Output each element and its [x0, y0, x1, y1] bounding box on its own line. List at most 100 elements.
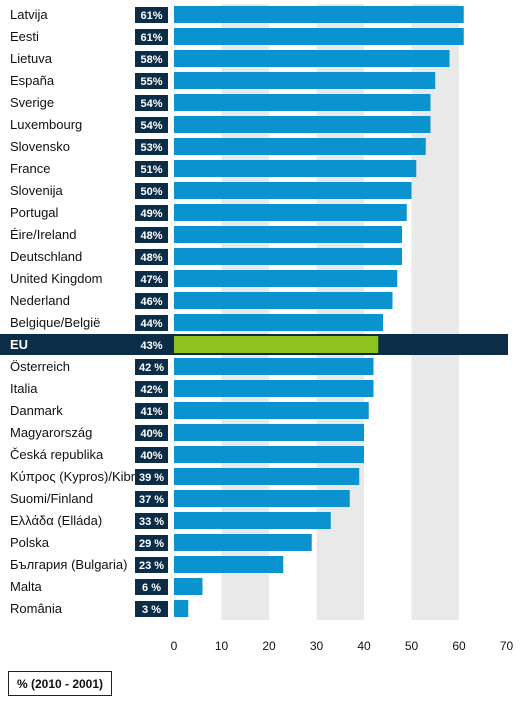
- value-label: 51%: [140, 164, 162, 176]
- value-label: 53%: [140, 142, 162, 154]
- value-label: 23 %: [139, 560, 164, 572]
- bar: [174, 270, 398, 287]
- bar-row: Lietuva 58%: [10, 50, 450, 67]
- x-tick-label: 10: [215, 639, 229, 653]
- value-label-box: [135, 513, 168, 529]
- value-label-box: [135, 7, 168, 23]
- unit-label: % (2010 - 2001): [8, 671, 112, 696]
- value-label: 33 %: [139, 516, 164, 528]
- bar: [174, 468, 360, 485]
- bar-row: България (Bulgaria) 23 %: [10, 556, 284, 573]
- x-tick-label: 50: [405, 639, 419, 653]
- value-label: 40%: [140, 428, 162, 440]
- category-label: España: [10, 73, 55, 88]
- value-label-box: [135, 425, 168, 441]
- bar-chart: Latvija 61% Eesti 61% Lietuva 58% España 55% Sve…: [0, 4, 514, 653]
- bar: [174, 116, 431, 133]
- bar-row: Danmark 41%: [10, 402, 369, 419]
- category-label: Slovenija: [10, 183, 64, 198]
- bar: [174, 512, 331, 529]
- value-label-box: [135, 117, 168, 133]
- category-label: România: [10, 601, 63, 616]
- bar: [174, 28, 464, 45]
- value-label-box: [135, 139, 168, 155]
- bar-row: Italia 42%: [10, 380, 374, 397]
- value-label: 39 %: [139, 472, 164, 484]
- x-tick-label: 20: [262, 639, 276, 653]
- bar: [174, 578, 203, 595]
- x-tick-label: 60: [452, 639, 466, 653]
- value-label: 47%: [140, 274, 162, 286]
- bar: [174, 490, 350, 507]
- category-label: Deutschland: [10, 249, 82, 264]
- category-label: Ελλάδα (Elláda): [10, 513, 102, 528]
- bar-row: United Kingdom 47%: [10, 270, 398, 287]
- bar-row: Luxembourg 54%: [10, 116, 431, 133]
- category-label: Magyarország: [10, 425, 92, 440]
- value-label-box: [135, 535, 168, 551]
- value-label: 6 %: [142, 582, 161, 594]
- bar-row: Ελλάδα (Elláda) 33 %: [10, 512, 331, 529]
- bar-row: Deutschland 48%: [10, 248, 402, 265]
- value-label-box: [135, 469, 168, 485]
- bar-row: España 55%: [10, 72, 436, 89]
- category-label: Polska: [10, 535, 50, 550]
- category-label: Österreich: [10, 359, 70, 374]
- value-label: 42%: [140, 384, 162, 396]
- value-label-box: [135, 95, 168, 111]
- value-label-box: [135, 447, 168, 463]
- bar-row: Česká republika 40%: [10, 446, 364, 463]
- value-label: 61%: [140, 10, 162, 22]
- category-label: Belgique/België: [10, 315, 100, 330]
- category-label: Suomi/Finland: [10, 491, 93, 506]
- chart-rows: Latvija 61% Eesti 61% Lietuva 58% España 55% Sve…: [0, 6, 508, 617]
- bar: [174, 6, 464, 23]
- x-tick-label: 70: [500, 639, 514, 653]
- value-label: 54%: [140, 98, 162, 110]
- bar: [174, 556, 284, 573]
- bar: [174, 182, 412, 199]
- value-label-box: [135, 403, 168, 419]
- bar-row: Belgique/België 44%: [10, 314, 383, 331]
- bar-row: Eesti 61%: [10, 28, 464, 45]
- category-label: Luxembourg: [10, 117, 82, 132]
- bar: [174, 248, 402, 265]
- value-label-box: [135, 359, 168, 375]
- x-tick-label: 0: [171, 639, 178, 653]
- category-label: България (Bulgaria): [10, 557, 127, 572]
- bar: [174, 402, 369, 419]
- bar: [174, 446, 364, 463]
- value-label: 54%: [140, 120, 162, 132]
- category-label: Italia: [10, 381, 38, 396]
- bar: [174, 292, 393, 309]
- category-label: Danmark: [10, 403, 63, 418]
- category-label: Eesti: [10, 29, 39, 44]
- bar: [174, 424, 364, 441]
- value-label: 37 %: [139, 494, 164, 506]
- value-label-box: [135, 183, 168, 199]
- bar-highlight: [174, 336, 379, 353]
- value-label-box: [135, 491, 168, 507]
- category-label: United Kingdom: [10, 271, 103, 286]
- value-label-box: [135, 381, 168, 397]
- bar-row: EU 43%: [0, 334, 508, 355]
- bar-row: Slovenija 50%: [10, 182, 412, 199]
- value-label-box: [135, 557, 168, 573]
- category-label: Κύπρος (Kypros)/Kibris: [10, 469, 145, 484]
- category-label: EU: [10, 337, 28, 352]
- bar-row: Slovensko 53%: [10, 138, 426, 155]
- value-label: 40%: [140, 450, 162, 462]
- bar-row: Polska 29 %: [10, 534, 312, 551]
- value-label-box: [135, 73, 168, 89]
- value-label-box: [135, 271, 168, 287]
- value-label: 42 %: [139, 362, 164, 374]
- x-axis-ticks: 0 10 20 30 40 50 60 70: [171, 639, 514, 653]
- bar-row: France 51%: [10, 160, 417, 177]
- category-label: Portugal: [10, 205, 59, 220]
- bar: [174, 160, 417, 177]
- bar: [174, 226, 402, 243]
- category-label: Česká republika: [10, 447, 104, 462]
- value-label-box: [135, 51, 168, 67]
- value-label: 55%: [140, 76, 162, 88]
